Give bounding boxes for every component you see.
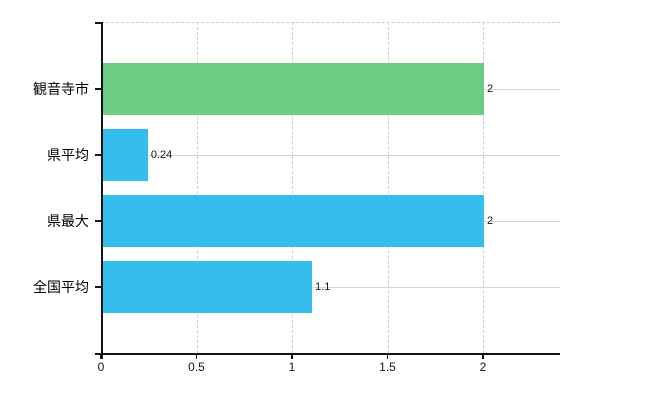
y-axis-top-tick	[94, 22, 101, 24]
x-tick-label: 1.5	[379, 360, 396, 374]
value-label: 2	[487, 215, 494, 227]
x-axis-line	[94, 353, 560, 355]
value-label: 1.1	[315, 281, 331, 293]
category-label: 全国平均	[33, 279, 89, 295]
vertical-gridline	[483, 22, 484, 353]
x-tick	[291, 353, 293, 359]
x-tick	[100, 353, 102, 359]
bar	[102, 129, 148, 181]
x-tick	[386, 353, 389, 359]
bar	[102, 261, 313, 313]
y-tick	[95, 88, 101, 90]
bar	[102, 63, 484, 115]
y-tick	[95, 286, 101, 288]
value-label: 2	[487, 83, 494, 95]
vertical-gridline	[196, 22, 198, 353]
vertical-gridline	[292, 22, 293, 353]
value-label: 0.24	[150, 149, 173, 161]
category-gridline	[102, 287, 560, 288]
category-label: 県平均	[47, 147, 89, 163]
y-axis-line	[101, 22, 103, 359]
x-tick-label: 0.5	[188, 360, 205, 374]
x-tick-label: 1	[288, 360, 296, 374]
x-tick-label: 2	[479, 360, 487, 374]
category-label: 県最大	[47, 213, 89, 229]
bar	[102, 195, 484, 247]
x-tick-label: 0	[97, 360, 105, 374]
x-tick	[482, 353, 484, 359]
category-gridline	[102, 155, 560, 156]
y-tick	[95, 220, 101, 222]
vertical-gridline	[387, 22, 389, 353]
category-label: 観音寺市	[33, 81, 89, 97]
plot-top-border	[101, 22, 560, 23]
x-tick	[195, 353, 198, 359]
y-tick	[95, 154, 101, 156]
